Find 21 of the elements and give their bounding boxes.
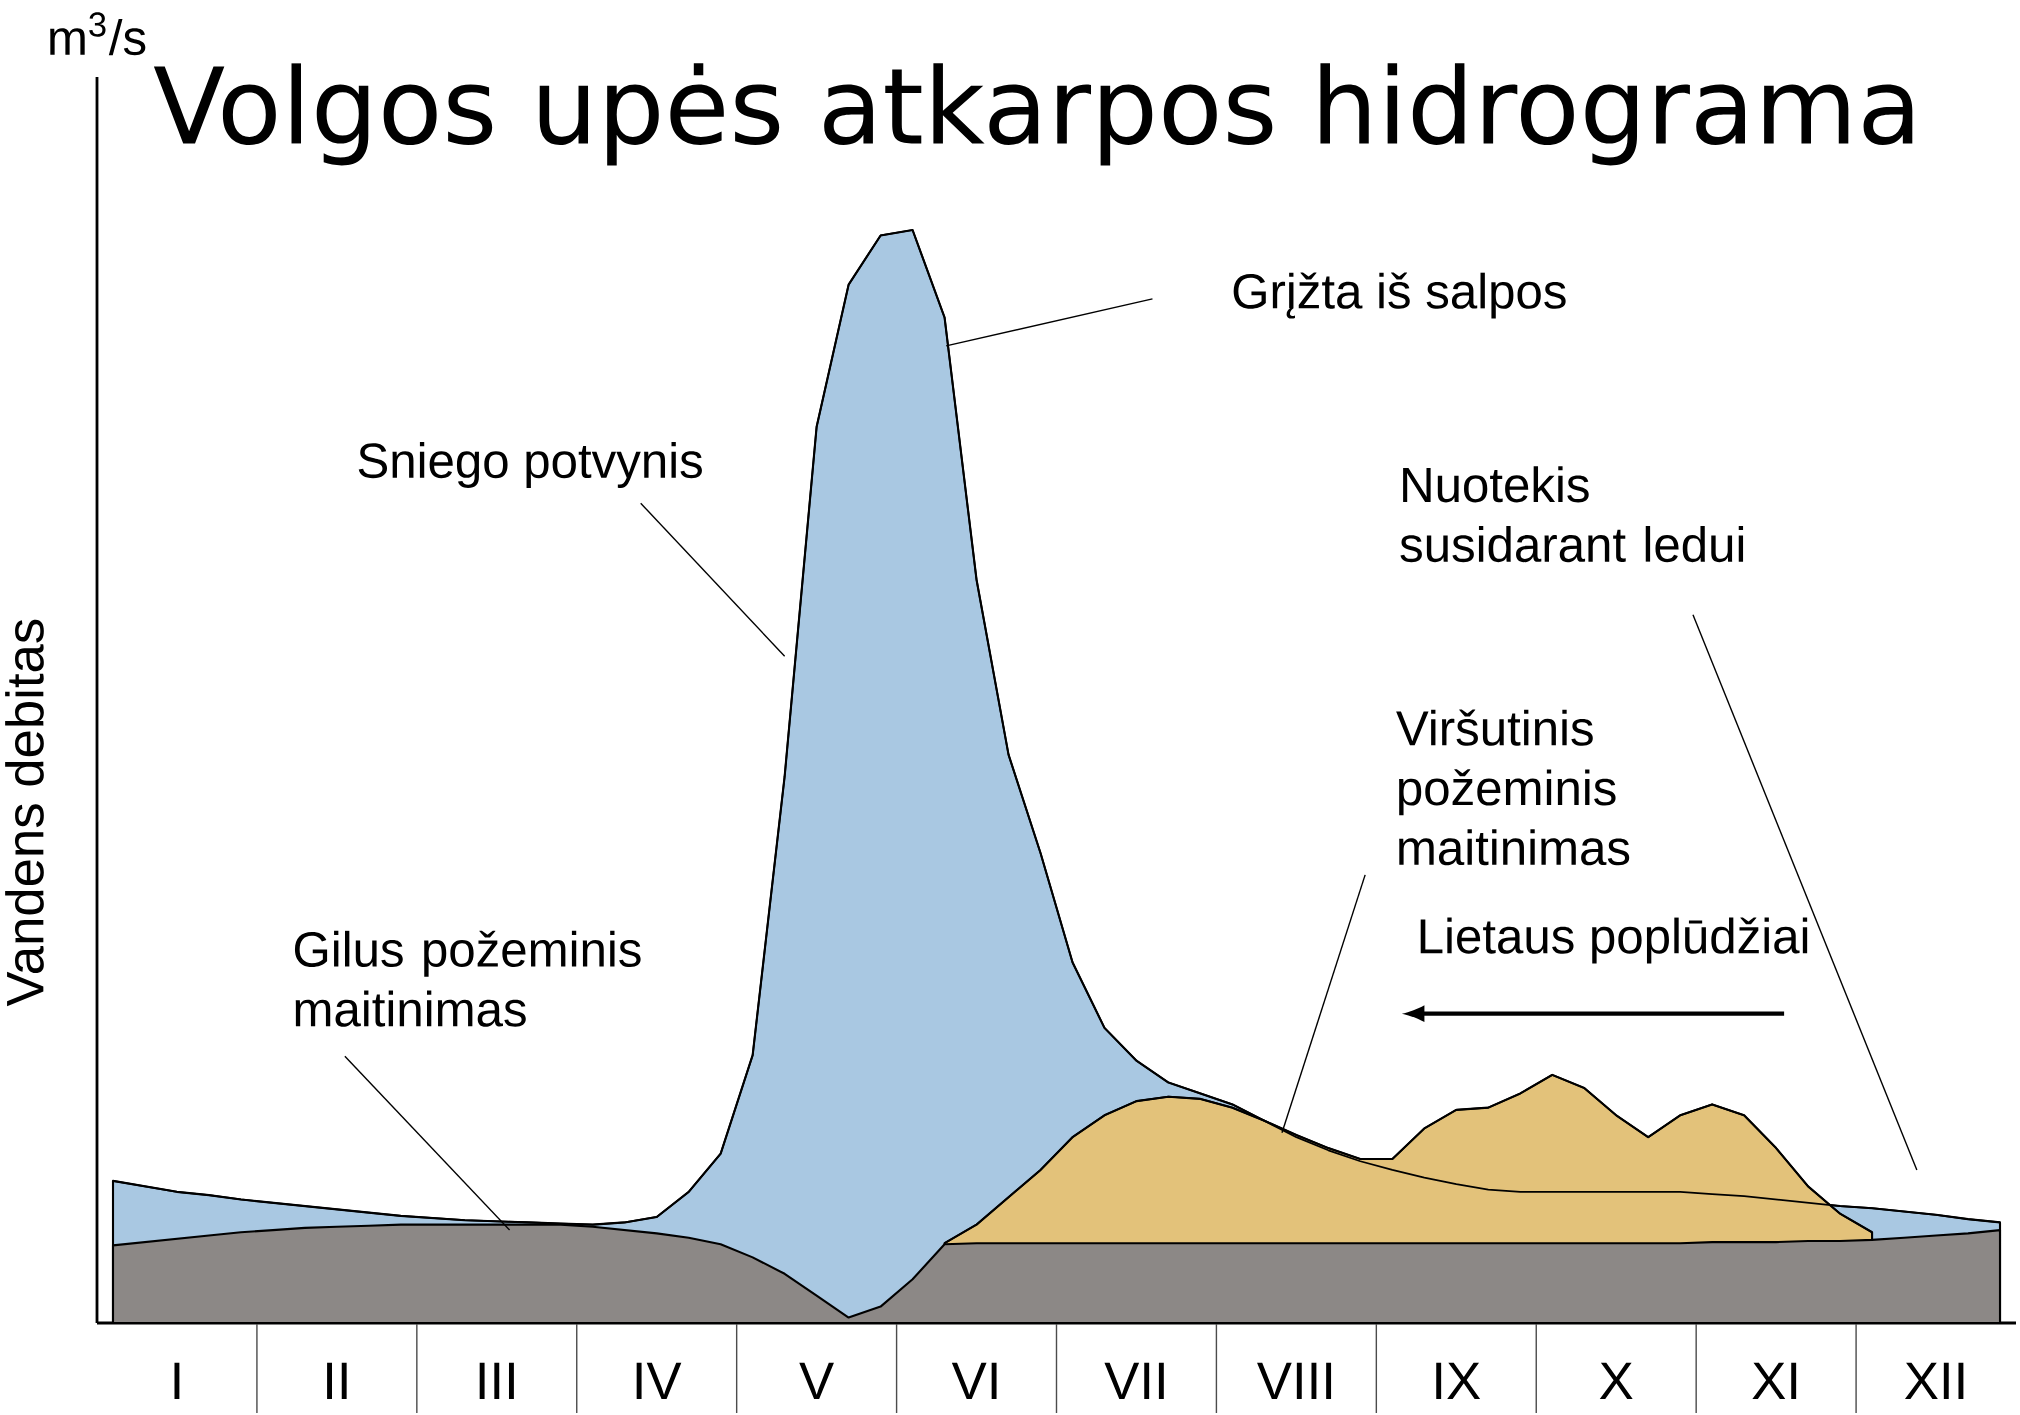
x-tick-label: II — [327, 1362, 347, 1400]
x-tick-label: VIII — [1257, 1362, 1332, 1400]
x-tick-label: IV — [636, 1362, 682, 1400]
x-tick-label: V — [799, 1362, 834, 1400]
x-tick-label: III — [479, 1362, 514, 1400]
annotation: Viršutinis požeminis maitinimas — [1396, 709, 1630, 866]
annotation: Lietaus poplūdžiai — [1420, 917, 1808, 964]
x-tick-label: IX — [1436, 1362, 1481, 1400]
annotation: Grįžta iš salpos — [1233, 272, 1566, 319]
x-tick-label: I — [174, 1362, 180, 1400]
x-tick-label: VII — [1104, 1362, 1164, 1400]
text: m$^{3}$/s — [50, 12, 146, 56]
x-tick-label: XI — [1752, 1362, 1797, 1400]
x-tick-label: XII — [1904, 1362, 1964, 1400]
annotation: Gilus požeminis maitinimas — [294, 930, 641, 1027]
x-tick-label: X — [1599, 1362, 1633, 1400]
x-tick-label: VI — [951, 1362, 997, 1400]
annotation: Nuotekis susidarant ledui — [1400, 466, 1744, 563]
annotation: Sniego potvynis — [358, 442, 702, 488]
y-axis-title: Vandens debitas — [5, 619, 44, 1007]
chart-title: Volgos upės atkarpos hidrograma — [153, 63, 1913, 166]
